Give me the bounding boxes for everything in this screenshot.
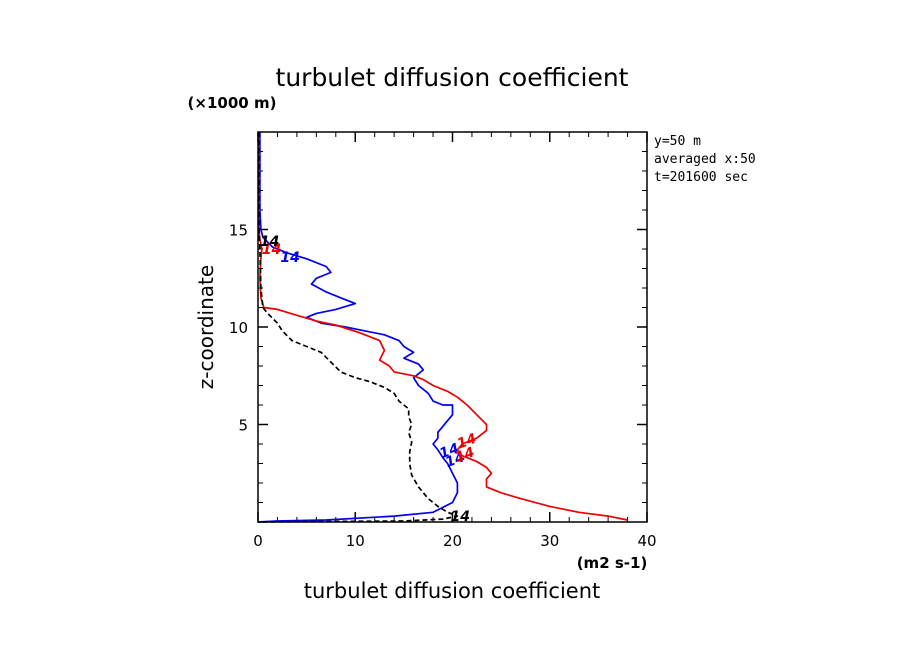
y-unit-label: (×1000 m) — [188, 94, 277, 112]
x-tick-label: 0 — [253, 532, 263, 550]
series-contour-label: 14 — [262, 242, 281, 258]
tick-labels: 0 10 20 30 40 5 10 15 — [229, 222, 657, 551]
series-line — [257, 132, 459, 523]
series-contour-label: 14 — [437, 441, 461, 463]
x-tick-label: 40 — [637, 532, 656, 550]
series-contour-label: 14 — [453, 444, 477, 466]
series-line — [258, 132, 628, 521]
y-axis-label: z-coordinate — [194, 265, 218, 389]
annotation-line: averaged x:50 — [654, 152, 756, 167]
series-contour-label: 14 — [280, 250, 299, 266]
annotation-line: y=50 m — [654, 134, 701, 149]
series-contour-label: 14 — [260, 234, 279, 250]
x-axis-label: turbulet diffusion coefficient — [304, 579, 601, 603]
plot-frame — [257, 131, 648, 523]
chart-title: turbulet diffusion coefficient — [276, 63, 629, 92]
series-contour-label: 14 — [455, 431, 479, 453]
y-tick-label: 15 — [229, 222, 248, 240]
annotation-line: t=201600 sec — [654, 170, 748, 185]
y-tick-label: 5 — [238, 417, 248, 435]
series-line — [257, 132, 459, 523]
series-contour-label: 14 — [451, 509, 470, 525]
x-unit-label: (m2 s-1) — [577, 554, 648, 572]
y-tick-label: 10 — [229, 319, 248, 337]
x-tick-label: 20 — [443, 532, 462, 550]
x-tick-label: 30 — [540, 532, 559, 550]
run-annotations: y=50 m averaged x:50 t=201600 sec — [654, 134, 756, 185]
x-tick-label: 10 — [346, 532, 365, 550]
